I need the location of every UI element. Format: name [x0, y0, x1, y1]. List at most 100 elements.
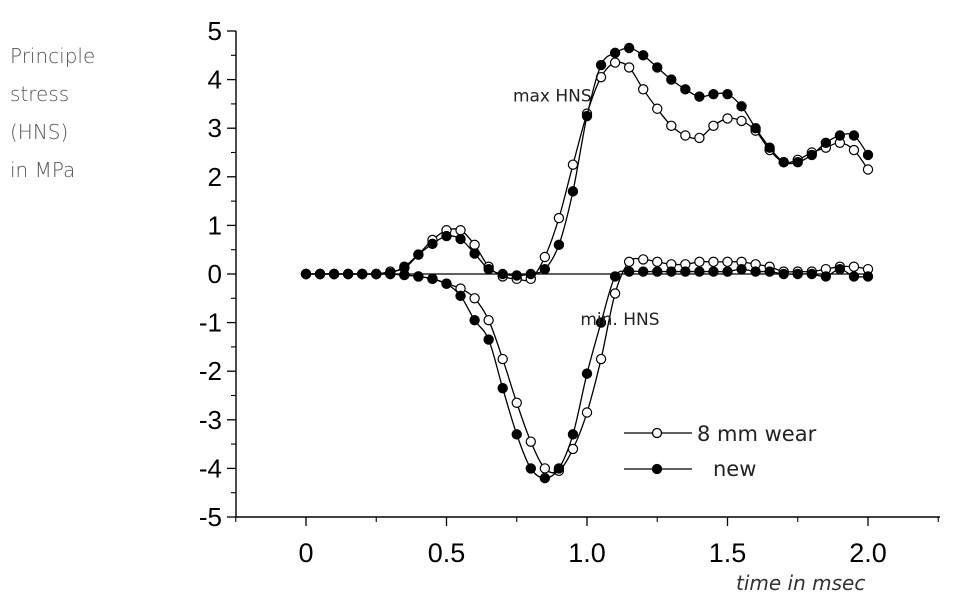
- data-point: [736, 101, 747, 112]
- data-point: [525, 436, 537, 447]
- y-axis-label-line-1: Principle: [10, 44, 96, 68]
- data-point: [708, 266, 719, 277]
- data-point: [567, 159, 579, 170]
- data-point: [399, 269, 410, 281]
- data-point: [483, 314, 494, 326]
- data-point: [666, 74, 677, 85]
- data-point: [567, 429, 579, 440]
- data-point: [708, 256, 719, 268]
- data-point: [638, 50, 649, 61]
- series-max-new: [300, 42, 874, 281]
- data-point: [834, 130, 846, 141]
- data-point: [328, 268, 340, 280]
- data-point: [848, 261, 860, 272]
- annotation-min-hns: min. HNS: [580, 310, 659, 330]
- data-point: [609, 288, 621, 299]
- y-tick-label: 4: [208, 65, 222, 95]
- data-point: [539, 472, 551, 484]
- data-point: [778, 157, 789, 168]
- data-point: [666, 266, 677, 277]
- data-point: [652, 256, 663, 268]
- data-point: [708, 88, 719, 100]
- data-point: [469, 239, 480, 251]
- data-point: [638, 84, 649, 95]
- data-point: [834, 263, 846, 275]
- data-point: [539, 263, 551, 275]
- series-min-new: [300, 263, 874, 484]
- data-point: [483, 334, 494, 345]
- data-point: [750, 266, 761, 277]
- y-axis-label-line-4: in MPa: [10, 158, 76, 182]
- data-point: [862, 271, 874, 282]
- y-axis-label-line-2: stress: [10, 82, 70, 106]
- data-point: [623, 266, 635, 277]
- data-point: [553, 239, 565, 251]
- data-point: [820, 137, 832, 148]
- data-point: [455, 290, 466, 302]
- data-point: [567, 186, 579, 197]
- data-point: [357, 268, 368, 280]
- x-axis-label: time in msec: [736, 571, 865, 595]
- data-point: [497, 353, 508, 365]
- y-tick-label: 2: [208, 162, 222, 192]
- data-point: [848, 130, 860, 141]
- data-point: [722, 113, 733, 124]
- legend-marker-wear: [651, 427, 663, 439]
- data-point: [581, 407, 593, 418]
- data-point: [427, 238, 438, 250]
- data-point: [708, 120, 719, 131]
- data-point: [806, 149, 818, 161]
- y-tick-label: -2: [199, 356, 222, 386]
- data-point: [652, 266, 663, 277]
- y-tick-label: 1: [208, 210, 222, 240]
- data-point: [441, 230, 452, 242]
- x-tick-label: 1.5: [709, 538, 747, 568]
- data-point: [694, 266, 705, 277]
- x-tick-label: 0: [298, 538, 313, 568]
- data-point: [581, 110, 593, 122]
- data-point: [595, 353, 607, 365]
- data-point: [455, 233, 466, 245]
- annotation-max-hns: max HNS: [513, 86, 592, 106]
- data-point: [750, 122, 761, 134]
- legend: 8 mm wear new: [624, 422, 817, 481]
- data-point: [638, 254, 649, 265]
- data-point: [525, 268, 537, 280]
- data-point: [427, 273, 438, 285]
- legend-label-new: new: [713, 457, 756, 481]
- data-point: [778, 268, 789, 280]
- y-tick-label: -1: [199, 308, 222, 338]
- data-point: [441, 278, 452, 289]
- data-point: [342, 268, 354, 280]
- y-tick-label: 0: [208, 259, 222, 289]
- axes: 5 4 3 2 1 0 -1 -2 -3 -4 -5 0 0.5 1.0 1.5 2.0: [199, 16, 940, 568]
- y-tick-label: -3: [199, 405, 222, 435]
- data-point: [722, 266, 733, 277]
- data-point: [595, 59, 607, 71]
- x-tick-label: 0.5: [428, 538, 466, 568]
- data-point: [722, 256, 733, 268]
- y-tick-label: -5: [199, 502, 222, 532]
- data-point: [595, 317, 607, 328]
- data-point: [638, 266, 649, 277]
- data-point: [736, 115, 747, 127]
- data-point: [694, 256, 705, 268]
- data-point: [792, 268, 803, 280]
- y-tick-label: -4: [199, 453, 222, 483]
- data-point: [680, 266, 691, 277]
- data-point: [413, 249, 424, 260]
- data-point: [314, 268, 326, 280]
- data-point: [862, 164, 874, 175]
- data-point: [539, 463, 551, 474]
- data-point: [300, 268, 312, 280]
- data-point: [371, 268, 382, 280]
- data-point: [511, 270, 522, 281]
- data-point: [652, 103, 663, 114]
- data-point: [413, 271, 424, 282]
- data-point: [455, 225, 466, 236]
- data-point: [469, 314, 480, 326]
- data-point: [511, 429, 522, 440]
- data-point: [680, 130, 691, 141]
- data-point: [623, 42, 635, 54]
- y-axis-label-line-3: (HNS): [10, 120, 69, 144]
